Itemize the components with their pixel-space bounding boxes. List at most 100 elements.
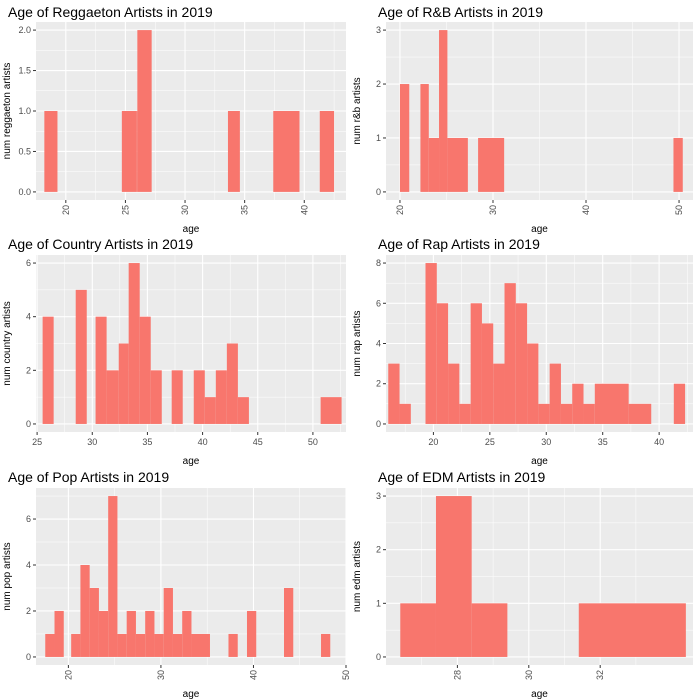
panel-title: Age of EDM Artists in 2019	[378, 469, 546, 485]
panel-title: Age of Country Artists in 2019	[8, 236, 193, 252]
histogram-bar	[321, 633, 331, 657]
histogram-bar	[191, 633, 210, 657]
histogram-bar	[172, 633, 183, 657]
histogram-bar	[594, 383, 629, 424]
y-axis-title: num rap artists	[352, 310, 363, 376]
histogram-bar	[515, 303, 528, 424]
histogram-bar	[227, 111, 240, 192]
y-tick-label: 4	[376, 339, 381, 349]
histogram-bar	[673, 383, 686, 424]
histogram-bar	[428, 137, 440, 192]
y-axis-title: num country artists	[2, 301, 13, 385]
histogram-bar	[98, 610, 109, 657]
x-tick-label: 50	[341, 670, 351, 680]
x-tick-label: 20	[61, 205, 71, 215]
y-tick-label: 0	[376, 419, 381, 429]
histogram-bars	[388, 263, 686, 424]
histogram-bar	[578, 603, 686, 657]
histogram-bars	[399, 30, 683, 192]
histogram-bar	[493, 363, 505, 424]
histogram-bar	[139, 316, 151, 424]
y-tick-label: 1.5	[18, 66, 31, 76]
histogram-bar	[145, 610, 155, 657]
histogram-bar	[478, 137, 505, 192]
histogram-bar	[538, 403, 550, 424]
panel-rap: 0 2 4 6 8 20 25 30 35 40 Age of Rap Artists in 201…	[352, 236, 693, 467]
histogram-bar	[118, 343, 129, 424]
histogram-bar	[45, 633, 55, 657]
x-tick-label: 20	[395, 205, 405, 215]
x-tick-label: 35	[142, 437, 152, 447]
y-tick-label: 0	[26, 419, 31, 429]
histogram-bar	[106, 370, 119, 424]
y-tick-label: 2	[26, 606, 31, 616]
histogram-bar	[470, 303, 482, 424]
histogram-bar	[284, 587, 294, 657]
x-tick-label: 32	[595, 670, 605, 680]
y-tick-label: 0	[376, 187, 381, 197]
panel-rnb: 0 1 2 3 20 30 40 50 Age of R&B Artists in 2019 ag…	[352, 4, 693, 235]
x-tick-label: 40	[248, 670, 258, 680]
x-axis-title: age	[531, 224, 548, 235]
histogram-bar	[80, 565, 90, 657]
x-tick-label: 30	[87, 437, 97, 447]
x-axis-title: age	[183, 224, 200, 235]
histogram-bar	[436, 303, 449, 424]
histogram-bar	[273, 111, 300, 192]
y-tick-label: 6	[376, 298, 381, 308]
x-tick-label: 40	[654, 437, 664, 447]
histogram-bar	[435, 496, 472, 657]
x-axis-title: age	[531, 456, 548, 467]
histogram-bar	[121, 111, 137, 192]
y-tick-label: 3	[376, 25, 381, 35]
histogram-bar	[71, 633, 81, 657]
histogram-bar	[673, 137, 683, 192]
x-tick-label: 35	[240, 205, 250, 215]
panel-pop: 0 2 4 6 20 30 40 50 Age of Pop Artists in 2019 ag…	[2, 469, 351, 700]
histogram-bar	[193, 370, 205, 424]
histogram-bar	[150, 370, 162, 424]
histogram-bar	[136, 111, 138, 192]
y-tick-label: 0.5	[18, 146, 31, 156]
histogram-bar	[126, 610, 136, 657]
x-tick-label: 35	[598, 437, 608, 447]
y-axis-title: num reggaeton artists	[2, 63, 13, 160]
y-tick-label: 1	[376, 133, 381, 143]
histogram-bar	[388, 363, 400, 424]
y-axis-title: num r&b artists	[352, 77, 363, 144]
histogram-bars	[44, 30, 335, 192]
y-tick-label: 1	[376, 598, 381, 608]
y-tick-label: 4	[26, 312, 31, 322]
x-axis-title: age	[183, 456, 200, 467]
y-tick-label: 1.0	[18, 106, 31, 116]
y-tick-label: 0	[26, 652, 31, 662]
y-axis-title: num edm artists	[352, 541, 363, 612]
histogram-bar	[204, 397, 216, 424]
histogram-bars	[42, 263, 342, 424]
histogram-bars	[45, 496, 331, 657]
y-tick-label: 8	[376, 258, 381, 268]
panel-reggaeton: 0.0 0.5 1.0 1.5 2.0 20 25 30 35 40 Age of Reggaeto…	[2, 4, 346, 235]
x-axis-title: age	[531, 689, 548, 700]
y-tick-label: 2	[376, 545, 381, 555]
histogram-bar	[117, 633, 127, 657]
y-tick-label: 0.0	[18, 187, 31, 197]
histogram-bar	[439, 30, 448, 192]
x-tick-label: 20	[63, 670, 73, 680]
histogram-bar	[95, 316, 107, 424]
histogram-bar	[319, 111, 335, 192]
x-tick-label: 25	[32, 437, 42, 447]
histogram-bar	[226, 343, 238, 424]
axis-ticks: 0 2 4 6 20 30 40 50	[26, 514, 351, 680]
histogram-bar	[182, 610, 192, 657]
y-tick-label: 2	[26, 365, 31, 375]
histogram-bar	[135, 633, 146, 657]
histogram-bar	[154, 633, 164, 657]
histogram-bar	[54, 610, 64, 657]
panel-title: Age of Reggaeton Artists in 2019	[8, 4, 213, 20]
histogram-bar	[572, 383, 584, 424]
x-tick-label: 25	[120, 205, 130, 215]
histogram-bar	[504, 283, 516, 424]
histogram-bar	[399, 84, 410, 192]
